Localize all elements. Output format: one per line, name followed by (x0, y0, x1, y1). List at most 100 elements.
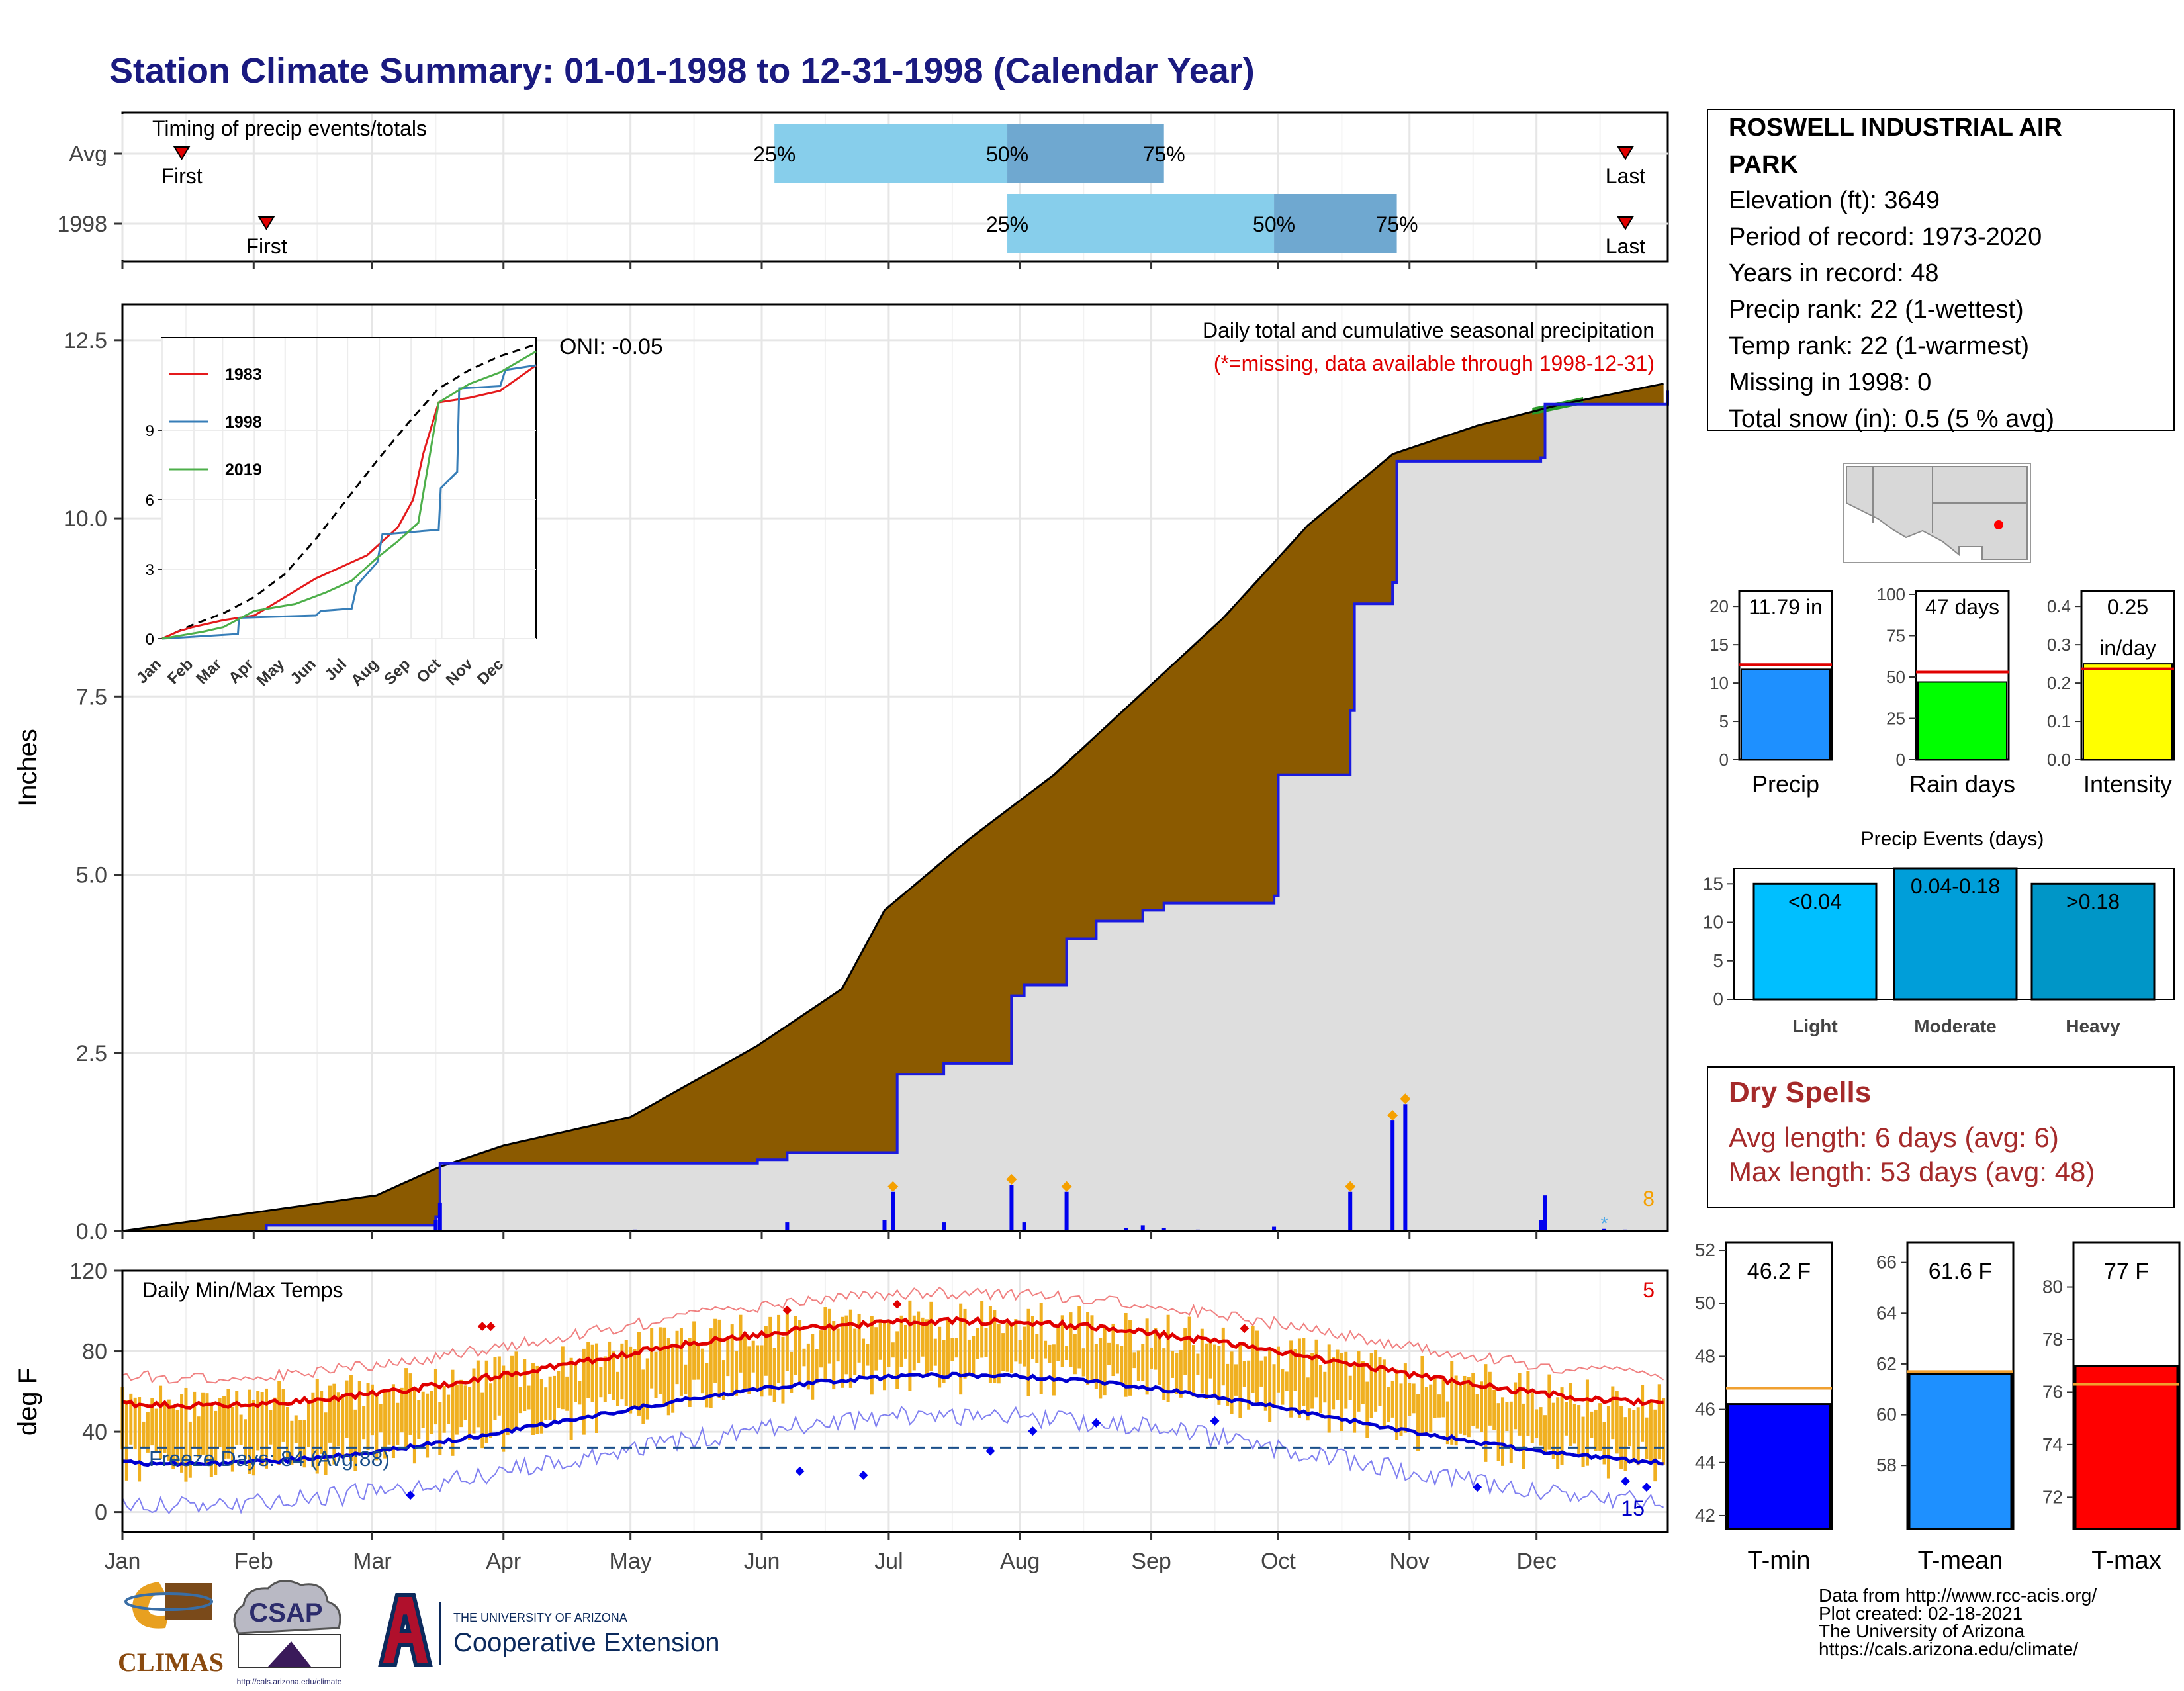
temp-daily-bar (870, 1316, 874, 1395)
locator-map (1843, 463, 2031, 563)
temp-bar-tick-label: 44 (1695, 1452, 1715, 1473)
temp-daily-bar (1348, 1375, 1352, 1400)
temp-bar-t-mean: 58 60 62 64 66 61.6 F T-mean (1876, 1241, 2015, 1575)
temp-record-low-marker (1621, 1477, 1631, 1486)
map-state-borders (1872, 467, 2027, 533)
temp-daily-bar (256, 1391, 260, 1451)
events-tick-label: 10 (1703, 912, 1723, 933)
csap-logo-text: CSAP (249, 1598, 322, 1627)
temp-daily-bar (332, 1383, 336, 1465)
temp-daily-bar (612, 1351, 615, 1400)
temp-bar-tick-label: 64 (1876, 1303, 1897, 1323)
temp-daily-bar (874, 1327, 878, 1371)
temp-daily-bar (163, 1402, 167, 1453)
temp-daily-bar (1120, 1346, 1124, 1385)
temp-daily-bar (921, 1317, 925, 1357)
map-region (1846, 466, 2028, 560)
temp-daily-bar (624, 1340, 628, 1406)
temp-daily-bar (1230, 1351, 1234, 1414)
temp-daily-bar (306, 1401, 310, 1447)
temp-daily-bar (404, 1368, 408, 1447)
month-axis: Jan Feb Mar Apr May Jun Jul Aug Sep Oct Nov Dec (105, 1532, 1557, 1574)
temp-daily-bar (1585, 1379, 1589, 1466)
temp-daily-bar (1212, 1344, 1216, 1398)
temp-daily-bar (912, 1315, 916, 1371)
temp-daily-bar (472, 1368, 476, 1434)
logos: CLIMAS CSAP http://cals.arizona.edu/clim… (118, 1580, 719, 1686)
precip-y-tick-label: 7.5 (76, 684, 107, 709)
temp-daily-bar (1501, 1397, 1505, 1466)
temp-daily-bar (1196, 1353, 1200, 1375)
temp-daily-bar (154, 1408, 158, 1453)
temp-daily-bar (1365, 1381, 1369, 1438)
temp-daily-bar (1387, 1387, 1390, 1422)
temp-daily-bar (260, 1392, 264, 1467)
temp-daily-bar (1454, 1375, 1458, 1446)
temp-daily-bar (751, 1340, 755, 1373)
temp-record-low-marker (406, 1490, 416, 1500)
temp-daily-bar (578, 1381, 582, 1405)
temp-daily-bar (1429, 1384, 1433, 1433)
precip-daily-bar (437, 1202, 442, 1231)
precip-daily-bar (891, 1191, 895, 1231)
precip-y-tick-label: 5.0 (76, 863, 107, 888)
mini-bar-tick-label: 0.2 (2047, 673, 2071, 693)
temp-daily-bar (929, 1301, 933, 1371)
temp-record-low-marker (795, 1466, 805, 1476)
temp-daily-bar (743, 1332, 747, 1391)
precip-record-marker (887, 1181, 899, 1192)
temp-bar-tick-label: 72 (2042, 1486, 2063, 1507)
temp-daily-bar (523, 1359, 527, 1412)
inset-legend-label: 1983 (225, 365, 262, 384)
temp-record-high-marker (1240, 1324, 1250, 1334)
station-line: Period of record: 1973-2020 (1729, 223, 2042, 251)
temp-daily-bar (553, 1375, 557, 1421)
temp-daily-bar (133, 1397, 137, 1450)
temp-daily-bar (1001, 1333, 1005, 1371)
temp-daily-bar (1344, 1351, 1348, 1409)
temp-y-tick-label: 40 (82, 1420, 107, 1445)
temp-daily-bar (320, 1391, 324, 1454)
temp-daily-bar (1606, 1406, 1610, 1479)
station-name: ROSWELL INDUSTRIAL AIR PARK (1729, 114, 2069, 179)
temp-daily-bar (1263, 1356, 1267, 1411)
temp-record-low-marker (1028, 1426, 1038, 1436)
temp-daily-bar (811, 1334, 815, 1400)
temp-daily-bar (1530, 1392, 1534, 1443)
temp-daily-bar (887, 1319, 891, 1367)
temp-daily-bar (946, 1319, 950, 1379)
timing-bar-q50-q75 (1274, 194, 1397, 253)
temp-daily-bar (193, 1391, 197, 1447)
temp-daily-bar (1056, 1324, 1060, 1361)
temp-daily-bar (997, 1324, 1001, 1384)
temp-daily-bar (1412, 1383, 1416, 1414)
temp-record-low-marker (1210, 1416, 1220, 1426)
temp-daily-bar (1234, 1364, 1238, 1396)
mini-bar-value-label-2: in/day (2099, 636, 2156, 660)
precip-y-tick-label: 0.0 (76, 1219, 107, 1244)
temp-daily-bar (899, 1315, 903, 1367)
ua-a-logo-icon (378, 1593, 433, 1667)
mini-bar-label: Intensity (2083, 770, 2172, 798)
timing-last-marker (1617, 146, 1634, 160)
temp-daily-bar (1653, 1409, 1657, 1482)
temp-daily-bar (1081, 1348, 1085, 1377)
events-bar-label: Moderate (1914, 1016, 1996, 1036)
temp-daily-bar (1128, 1320, 1132, 1396)
temp-daily-bar (468, 1386, 472, 1440)
temp-daily-bar (345, 1380, 349, 1438)
precip-event-count: 8 (1643, 1187, 1655, 1211)
temp-daily-bar (1259, 1360, 1263, 1387)
temp-daily-bar (1340, 1353, 1343, 1432)
temp-daily-bar (654, 1351, 658, 1398)
temp-daily-bar (150, 1398, 154, 1446)
precip-daily-bar (1022, 1222, 1026, 1231)
dry-spells-max: Max length: 53 days (avg: 48) (1729, 1156, 2095, 1187)
temp-daily-bar (1336, 1349, 1340, 1400)
credit-url: https://cals.arizona.edu/climate/ (1819, 1639, 2078, 1659)
temp-daily-bar (1611, 1386, 1615, 1440)
precip-daily-bar (1064, 1191, 1069, 1231)
inset-avg-line (161, 343, 537, 640)
temp-daily-bar (197, 1416, 201, 1458)
precip-panel: * 0.0 2.5 5.0 7.5 10.0 12.5 Daily total and c… (13, 303, 1669, 1244)
